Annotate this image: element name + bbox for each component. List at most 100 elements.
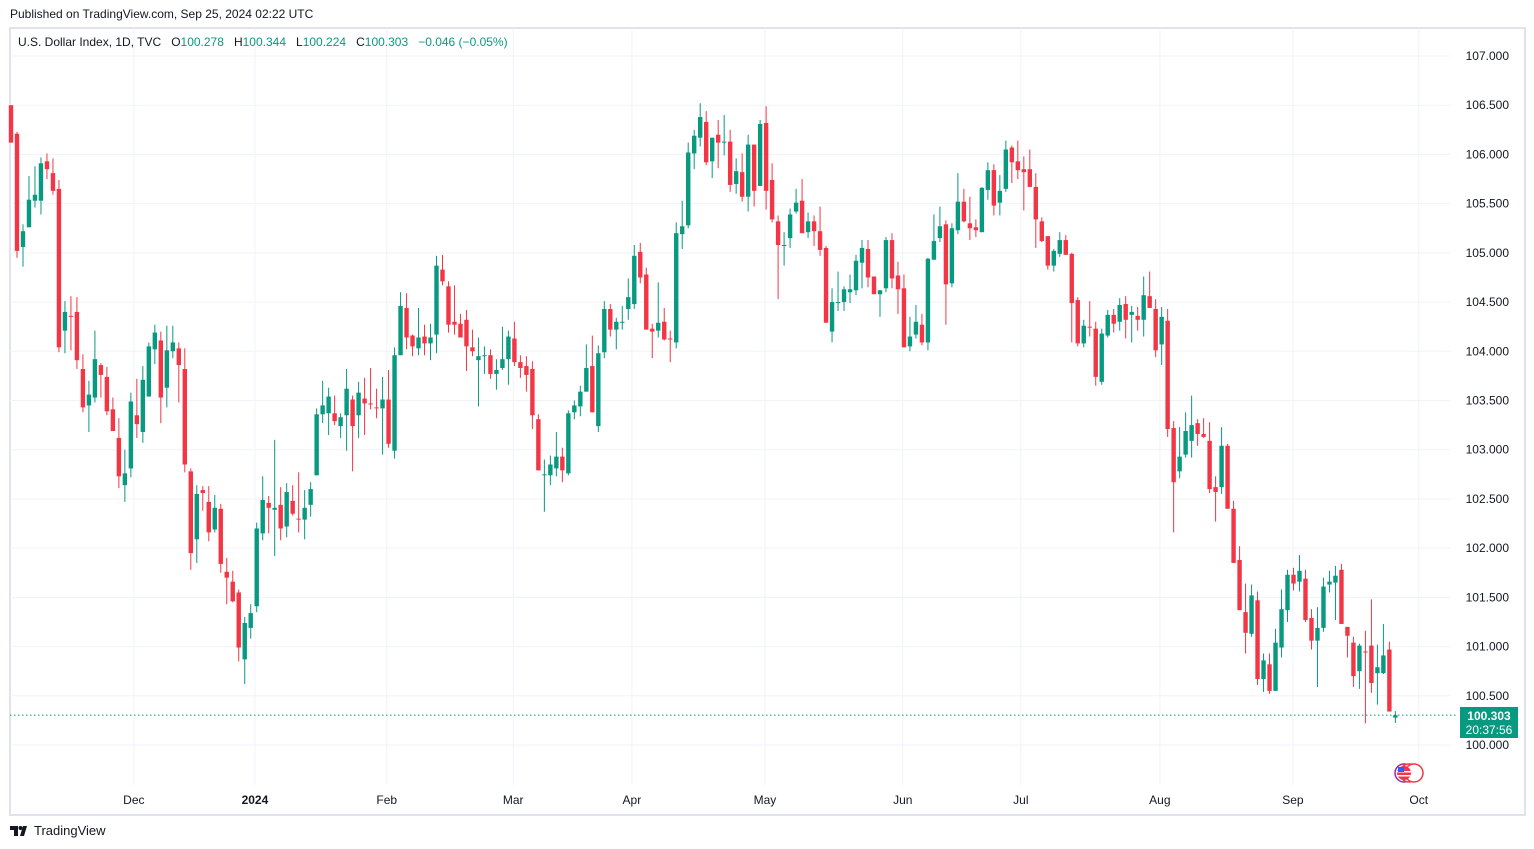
candle-up <box>356 381 361 438</box>
candle-body <box>452 321 457 325</box>
candle-body <box>38 163 44 201</box>
candle-down <box>290 485 295 516</box>
candle-down <box>422 324 427 356</box>
candle-down <box>410 334 415 357</box>
candle-up <box>1189 395 1194 458</box>
candle-body <box>140 379 146 433</box>
candle-up <box>781 232 787 266</box>
tradingview-logo[interactable]: TradingView <box>10 823 106 838</box>
brand-name: TradingView <box>34 823 106 838</box>
candle-body <box>1357 645 1362 672</box>
candle-up <box>146 342 152 397</box>
candle-body <box>895 275 901 290</box>
x-tick-label: 2024 <box>242 793 269 807</box>
candle-up <box>572 400 577 420</box>
candle-down <box>368 368 373 410</box>
candle-body <box>1243 612 1248 633</box>
candle-body <box>1231 508 1236 563</box>
x-tick-label: Mar <box>503 793 524 807</box>
candle-up <box>344 369 349 451</box>
candle-body <box>1075 300 1080 344</box>
candle-down <box>1213 476 1218 522</box>
candle-body <box>368 403 373 405</box>
candle-up <box>692 129 697 170</box>
candle-up <box>841 286 847 311</box>
candle-body <box>1333 575 1338 583</box>
candle-body <box>1015 161 1021 171</box>
candle-body <box>644 274 649 330</box>
candle-up <box>242 617 247 684</box>
low-label: L <box>296 35 303 49</box>
candle-body <box>1189 425 1194 441</box>
candle-body <box>470 347 475 352</box>
candle-down <box>8 105 14 143</box>
candle-body <box>871 276 877 295</box>
candle-body <box>518 362 523 369</box>
candle-up <box>907 316 913 352</box>
candle-up <box>1051 248 1056 272</box>
candle-body <box>272 507 277 510</box>
x-tick-label: Dec <box>123 793 144 807</box>
candle-up <box>1129 306 1134 343</box>
high-value: 100.344 <box>242 35 286 49</box>
candle-body <box>1315 627 1320 641</box>
candle-down <box>1075 297 1080 347</box>
candle-down <box>991 164 997 216</box>
candle-down <box>901 274 907 348</box>
candle-down <box>98 363 104 398</box>
candle-up <box>500 326 505 370</box>
candle-up <box>745 134 751 212</box>
candle-body <box>602 308 607 353</box>
candle-body <box>494 369 499 374</box>
change-value: −0.046 (−0.05%) <box>418 35 508 49</box>
y-tick-label: 100.000 <box>1466 738 1510 752</box>
x-tick-label: Jul <box>1013 793 1028 807</box>
candle-body <box>464 319 469 347</box>
candle-body <box>92 359 98 398</box>
symbol-title[interactable]: U.S. Dollar Index, 1D, TVC <box>18 35 162 49</box>
candle-body <box>62 311 68 331</box>
candle-body <box>1267 664 1272 691</box>
candle-down <box>158 331 164 424</box>
candle-down <box>1309 609 1314 650</box>
candle-up <box>877 290 883 317</box>
x-tick-label: May <box>754 793 777 807</box>
candle-body <box>632 255 637 305</box>
candle-body <box>787 214 793 239</box>
candle-down <box>404 293 409 350</box>
candle-body <box>1009 147 1015 163</box>
y-tick-label: 104.500 <box>1466 295 1510 309</box>
candle-body <box>1057 240 1062 254</box>
candle-up <box>170 325 176 359</box>
x-tick-label: Aug <box>1149 793 1170 807</box>
candle-up <box>1081 319 1086 348</box>
candle-body <box>847 289 853 293</box>
candle-body <box>74 311 80 361</box>
candle-body <box>1273 642 1278 691</box>
grid <box>10 28 1450 785</box>
candle-body <box>919 324 925 343</box>
candle-body <box>781 244 787 246</box>
candle-body <box>302 507 307 520</box>
candle-down <box>1195 419 1200 446</box>
candle-up <box>308 482 313 517</box>
candle-body <box>32 194 38 201</box>
candle-body <box>1159 316 1164 345</box>
candle-up <box>1279 589 1284 658</box>
candle-up <box>1159 306 1164 366</box>
candle-body <box>793 202 799 212</box>
candle-body <box>859 247 865 263</box>
candle-down <box>961 188 967 223</box>
y-tick-label: 101.500 <box>1466 590 1510 604</box>
candle-up <box>164 325 170 408</box>
candle-down <box>1093 321 1098 386</box>
candle-body <box>1249 595 1254 634</box>
candle-down <box>536 414 541 471</box>
candle-body <box>1111 314 1116 324</box>
candle-body <box>362 398 367 404</box>
candle-up <box>931 214 937 260</box>
candle-up <box>835 271 841 311</box>
candle-body <box>392 355 397 451</box>
economic-events-icon[interactable] <box>1394 763 1424 783</box>
